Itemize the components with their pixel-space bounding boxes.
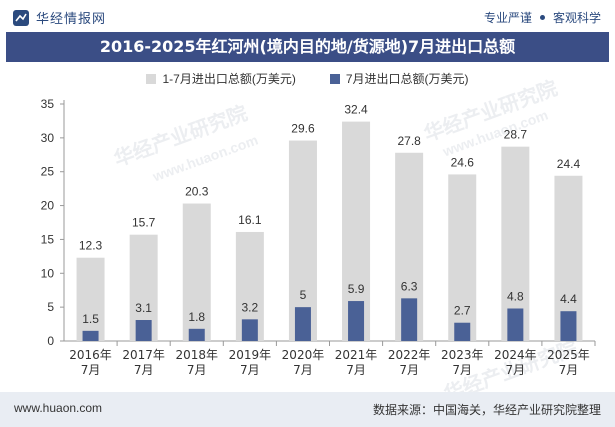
data-label-total: 28.7: [504, 128, 528, 142]
bar-july: [401, 298, 418, 341]
x-tick-label: 7月: [134, 363, 154, 377]
y-tick-label: 10: [41, 266, 55, 280]
data-label-july: 2.7: [454, 304, 471, 318]
legend-label-total: 1-7月进出口总额(万美元): [162, 72, 296, 86]
data-label-total: 12.3: [79, 239, 103, 253]
logo-text: 华经情报网: [36, 11, 107, 26]
footer-source: 数据来源：中国海关，华经产业研究院整理: [372, 403, 601, 417]
data-label-total: 24.6: [451, 155, 475, 169]
data-label-july: 1.5: [82, 312, 99, 326]
x-tick-label: 2021年: [335, 348, 378, 362]
y-tick-label: 25: [41, 165, 55, 179]
x-tick-label: 7月: [240, 363, 260, 377]
bar-july: [82, 330, 99, 341]
x-tick-label: 2024年: [494, 348, 537, 362]
x-tick-label: 7月: [559, 363, 579, 377]
data-label-july: 3.1: [135, 301, 152, 315]
data-label-total: 32.4: [344, 103, 368, 117]
x-tick-label: 2018年: [175, 348, 218, 362]
legend-label-july: 7月进出口总额(万美元): [345, 72, 469, 86]
x-tick-label: 7月: [506, 363, 526, 377]
bar-july: [241, 319, 258, 341]
x-tick-label: 2017年: [122, 348, 165, 362]
data-label-july: 1.8: [188, 310, 205, 324]
tagline-left: 专业严谨: [483, 11, 532, 25]
legend-swatch-july: [329, 73, 340, 84]
bar-total: [448, 174, 477, 341]
bar-total: [182, 203, 211, 341]
data-label-total: 29.6: [291, 122, 315, 136]
bar-july: [135, 320, 152, 341]
data-label-total: 27.8: [397, 134, 421, 148]
x-tick-label: 7月: [187, 363, 207, 377]
legend-item-july: 7月进出口总额(万美元): [329, 70, 469, 87]
bar-july: [348, 301, 365, 341]
bar-july: [560, 311, 577, 341]
footer-website-link[interactable]: www.huaon.com: [14, 401, 103, 415]
x-tick-label: 7月: [452, 363, 472, 377]
logo-icon: [13, 9, 29, 26]
data-label-july: 3.2: [242, 300, 259, 314]
chart-title: 2016-2025年红河州(境内目的地/货源地)7月进出口总额: [6, 32, 609, 62]
x-tick-label: 2025年: [547, 348, 590, 362]
top-bar: 华经情报网 专业严谨 客观科学: [0, 0, 615, 32]
tagline-dot-icon: [539, 15, 545, 20]
tagline: 专业严谨 客观科学: [484, 9, 601, 26]
bar-chart: 0510152025303512.31.52016年7月15.73.12017年…: [41, 97, 596, 377]
x-tick-label: 2016年: [69, 348, 112, 362]
legend-item-total: 1-7月进出口总额(万美元): [146, 70, 296, 87]
y-tick-label: 20: [41, 199, 55, 213]
data-label-july: 4.8: [507, 289, 524, 303]
x-tick-label: 2020年: [282, 348, 325, 362]
chart-legend: 1-7月进出口总额(万美元) 7月进出口总额(万美元): [0, 70, 615, 87]
data-label-total: 20.3: [185, 185, 209, 199]
y-tick-label: 15: [41, 232, 55, 246]
bar-total: [76, 257, 105, 341]
data-label-total: 15.7: [132, 216, 156, 230]
data-label-july: 5.9: [348, 282, 365, 296]
x-tick-label: 2019年: [229, 348, 272, 362]
bar-july: [454, 322, 471, 341]
bar-july: [294, 307, 311, 341]
tagline-right: 客观科学: [552, 11, 601, 25]
x-tick-label: 7月: [346, 363, 366, 377]
data-label-total: 24.4: [557, 157, 581, 171]
y-tick-label: 5: [47, 300, 54, 314]
data-label-july: 6.3: [401, 279, 418, 293]
data-label-july: 5: [300, 288, 307, 302]
x-tick-label: 7月: [399, 363, 419, 377]
y-tick-label: 35: [41, 97, 55, 111]
data-label-total: 16.1: [238, 213, 262, 227]
x-tick-label: 7月: [81, 363, 101, 377]
x-tick-label: 7月: [293, 363, 313, 377]
data-label-july: 4.4: [560, 292, 577, 306]
legend-swatch-total: [146, 73, 157, 84]
logo[interactable]: 华经情报网: [12, 8, 106, 27]
footer: www.huaon.com 数据来源：中国海关，华经产业研究院整理: [0, 392, 615, 427]
x-tick-label: 2022年: [388, 348, 431, 362]
y-tick-label: 0: [47, 334, 54, 348]
x-tick-label: 2023年: [441, 348, 484, 362]
bar-july: [188, 328, 205, 341]
bar-july: [507, 308, 524, 341]
y-tick-label: 30: [41, 131, 55, 145]
